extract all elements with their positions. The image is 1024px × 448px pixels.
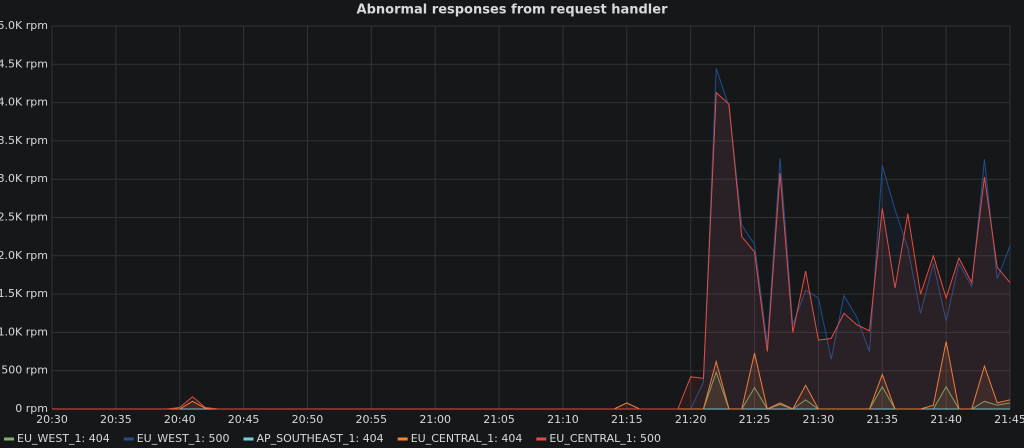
x-tick-label: 21:15: [611, 413, 643, 426]
x-tick-label: 21:20: [675, 413, 707, 426]
legend-label: EU_WEST_1: 404: [17, 432, 110, 445]
y-tick-label: 2.0K rpm: [0, 249, 48, 262]
legend-label: EU_CENTRAL_1: 404: [411, 432, 523, 445]
y-tick-label: 4.5K rpm: [0, 57, 48, 70]
series-area: [52, 68, 1010, 409]
x-tick-label: 21:35: [866, 413, 898, 426]
legend-label: EU_WEST_1: 500: [137, 432, 230, 445]
x-tick-label: 20:40: [164, 413, 196, 426]
y-tick-label: 4.0K rpm: [0, 96, 48, 109]
y-tick-label: 1.5K rpm: [0, 287, 48, 300]
y-tick-label: 2.5K rpm: [0, 211, 48, 224]
x-tick-label: 21:40: [930, 413, 962, 426]
x-tick-label: 20:45: [228, 413, 260, 426]
y-tick-label: 1.0K rpm: [0, 325, 48, 338]
y-tick-label: 0 rpm: [15, 402, 48, 415]
y-tick-label: 500 rpm: [1, 364, 48, 377]
x-tick-label: 20:35: [100, 413, 132, 426]
x-tick-label: 20:50: [292, 413, 324, 426]
y-tick-label: 5.0K rpm: [0, 19, 48, 32]
x-tick-label: 21:10: [547, 413, 579, 426]
chart-title: Abnormal responses from request handler: [357, 3, 669, 18]
x-tick-label: 21:45: [994, 413, 1024, 426]
y-tick-label: 3.0K rpm: [0, 172, 48, 185]
series-line: [52, 91, 1011, 410]
x-tick-label: 20:30: [36, 413, 68, 426]
x-tick-label: 21:00: [419, 413, 451, 426]
legend-label: EU_CENTRAL_1: 500: [549, 432, 661, 445]
legend-label: AP_SOUTHEAST_1: 404: [256, 432, 383, 445]
x-tick-label: 20:55: [355, 413, 387, 426]
x-tick-label: 21:05: [483, 413, 515, 426]
series-area: [52, 92, 1010, 409]
y-tick-label: 3.5K rpm: [0, 134, 48, 147]
x-tick-label: 21:25: [739, 413, 771, 426]
x-tick-label: 21:30: [803, 413, 835, 426]
